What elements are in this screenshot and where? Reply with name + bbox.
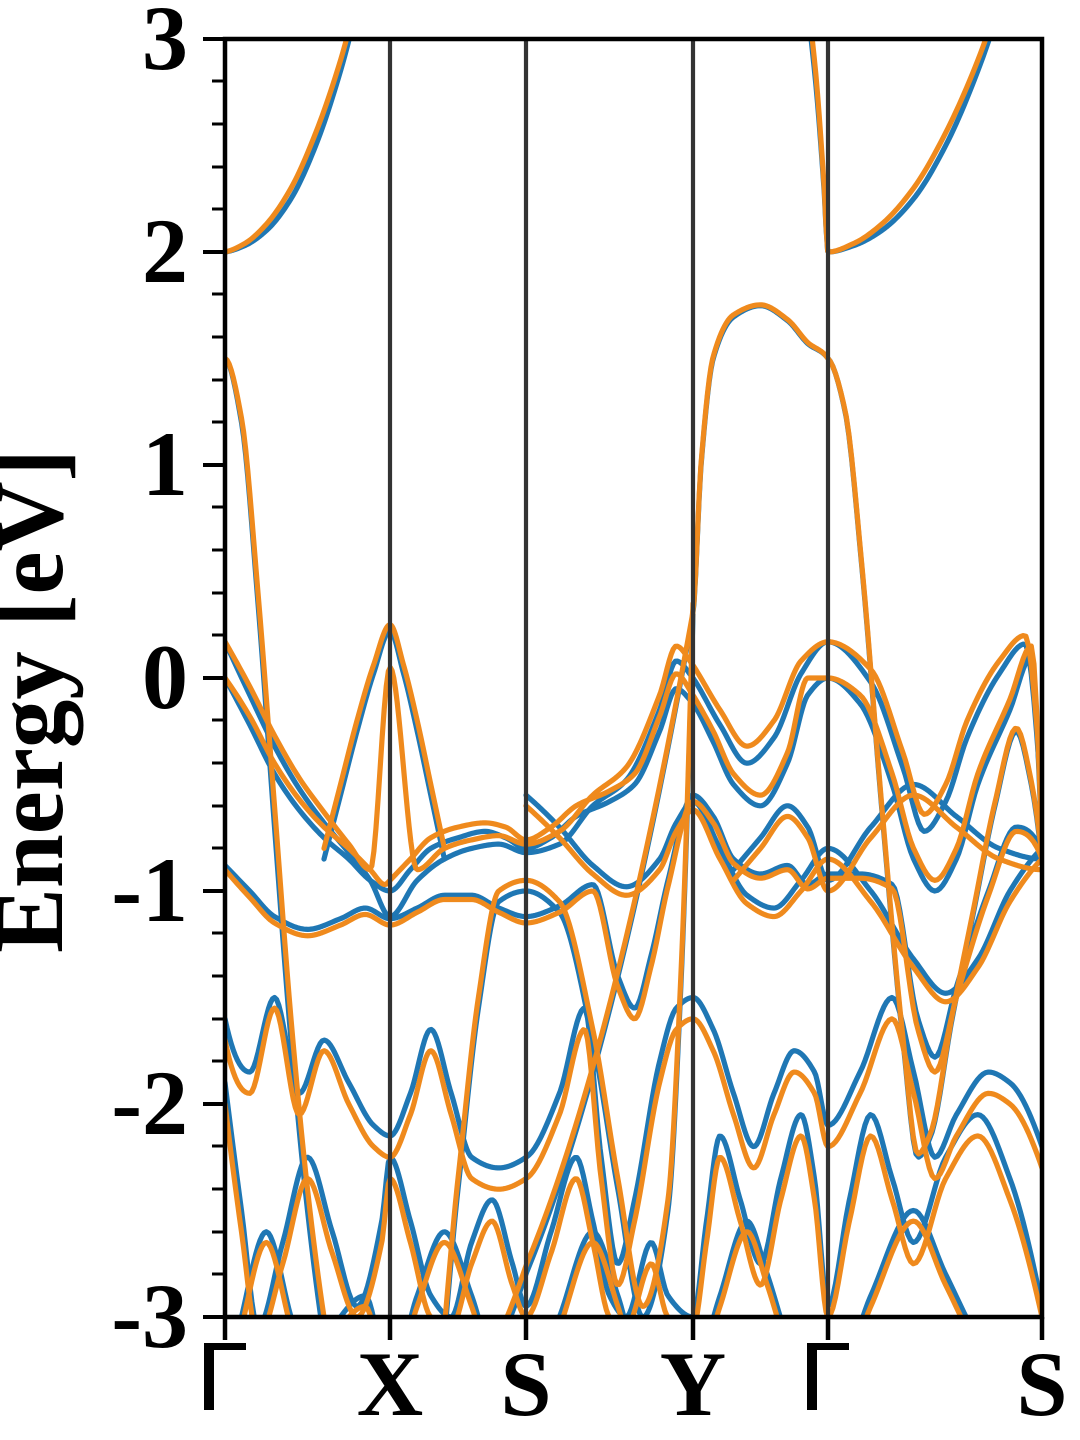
svg-text:2: 2 bbox=[142, 200, 188, 302]
svg-text:Y: Y bbox=[660, 1333, 726, 1435]
svg-text:1: 1 bbox=[142, 413, 188, 515]
svg-text:-2: -2 bbox=[111, 1052, 188, 1154]
svg-text:3: 3 bbox=[142, 0, 188, 89]
svg-text:-3: -3 bbox=[111, 1265, 188, 1367]
svg-text:Energy [eV]: Energy [eV] bbox=[0, 449, 83, 953]
svg-text:-1: -1 bbox=[111, 839, 188, 941]
svg-text:0: 0 bbox=[142, 626, 188, 728]
svg-text:S: S bbox=[500, 1333, 551, 1435]
svg-text:X: X bbox=[357, 1333, 423, 1435]
svg-text:S: S bbox=[1016, 1333, 1067, 1435]
